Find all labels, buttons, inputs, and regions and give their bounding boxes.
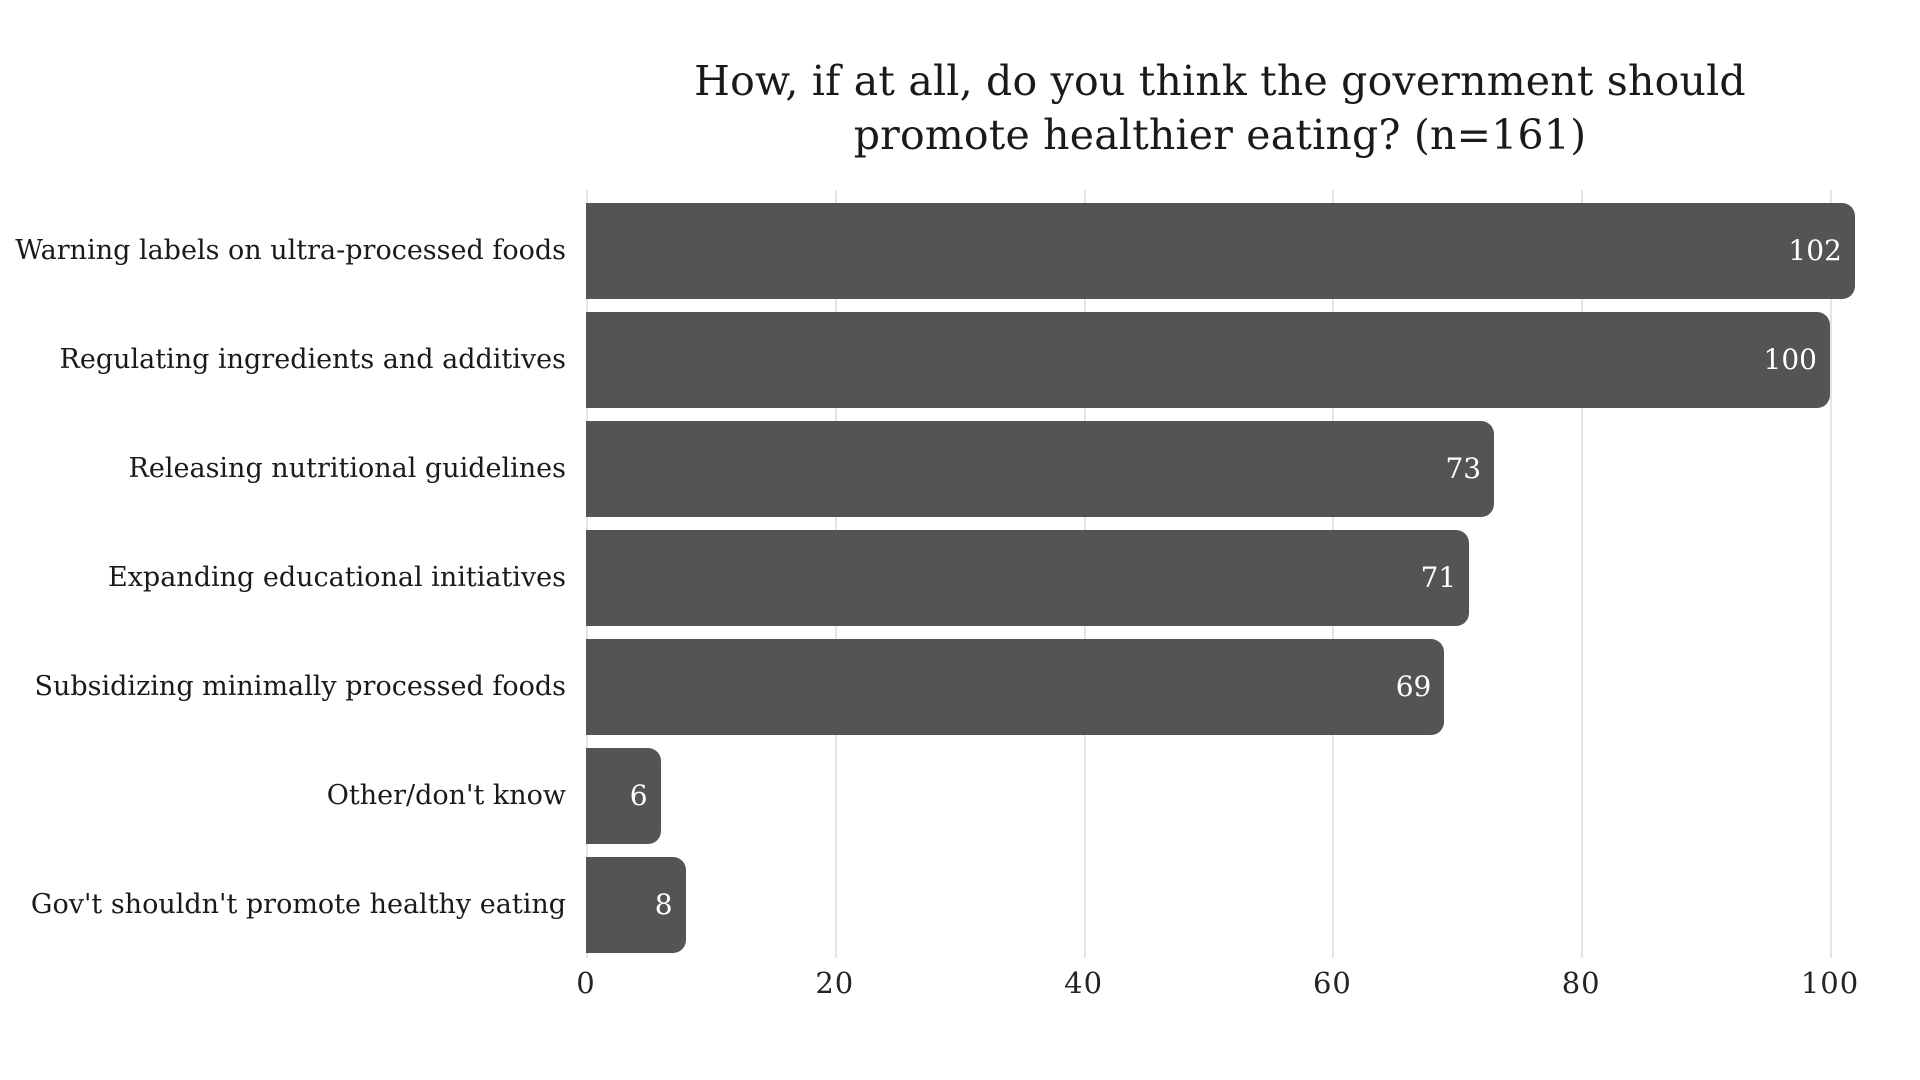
bar: 102: [586, 202, 1855, 299]
bar-value-label: 102: [1788, 233, 1842, 267]
bar-value-label: 73: [1445, 451, 1482, 485]
bar: 71: [586, 529, 1470, 626]
bar-value-label: 8: [654, 887, 673, 921]
chart-title-line-2: promote healthier eating? (n=161): [853, 111, 1587, 159]
chart-title: How, if at all, do you think the governm…: [520, 54, 1920, 162]
x-tick-label: 60: [1312, 966, 1352, 1000]
bar-row: Expanding educational initiatives 71: [0, 529, 1920, 626]
bar-value-label: 6: [629, 778, 648, 812]
x-tick-label: 80: [1561, 966, 1601, 1000]
bar-value-label: 71: [1420, 560, 1457, 594]
category-label: Other/don't know: [326, 780, 566, 811]
x-tick-label: 20: [815, 966, 855, 1000]
bar-value-label: 69: [1395, 669, 1432, 703]
bar-value-label: 100: [1763, 342, 1817, 376]
x-tick-label: 40: [1064, 966, 1104, 1000]
category-label: Regulating ingredients and additives: [59, 344, 566, 375]
bar: 69: [586, 638, 1445, 735]
bar: 6: [586, 747, 661, 844]
bar-row: Other/don't know 6: [0, 747, 1920, 844]
bar-row: Subsidizing minimally processed foods 69: [0, 638, 1920, 735]
bar-row: Warning labels on ultra-processed foods …: [0, 202, 1920, 299]
bar-row: Releasing nutritional guidelines 73: [0, 420, 1920, 517]
bar-row: Gov't shouldn't promote healthy eating 8: [0, 856, 1920, 953]
bar: 100: [586, 311, 1830, 408]
category-label: Warning labels on ultra-processed foods: [15, 235, 566, 266]
gridline: [1830, 190, 1832, 958]
category-label: Expanding educational initiatives: [107, 562, 566, 593]
x-tick-label: 100: [1800, 966, 1860, 1000]
category-label: Subsidizing minimally processed foods: [34, 671, 566, 702]
bar: 8: [586, 856, 686, 953]
chart-title-line-1: How, if at all, do you think the governm…: [694, 57, 1746, 105]
category-label: Gov't shouldn't promote healthy eating: [30, 889, 566, 920]
gridline: [1581, 190, 1584, 958]
category-label: Releasing nutritional guidelines: [128, 453, 566, 484]
x-tick-label: 0: [576, 966, 596, 1000]
bar-row: Regulating ingredients and additives 100: [0, 311, 1920, 408]
bar: 73: [586, 420, 1495, 517]
